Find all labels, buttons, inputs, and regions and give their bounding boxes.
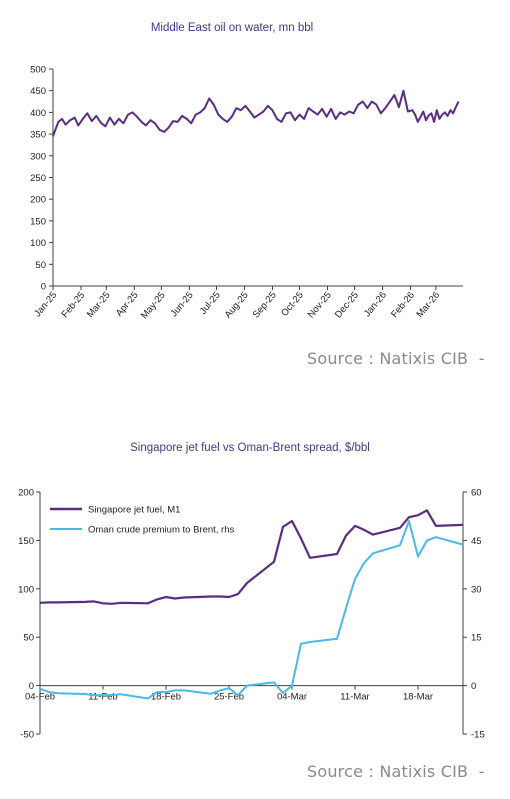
y2-tick-label: 30 — [471, 584, 482, 595]
x-tick-label: Oct-25 — [279, 290, 306, 319]
chart-title: Middle East oil on water, mn bbl — [151, 22, 313, 34]
x-tick-label: 04-Mar — [277, 692, 307, 703]
chart-title: Singapore jet fuel vs Oman-Brent spread,… — [130, 442, 370, 454]
y-tick-label: 100 — [18, 584, 34, 595]
plot-area — [39, 509, 464, 700]
legend: Singapore jet fuel, M1 Oman crude premium… — [50, 505, 234, 536]
y-tick-label: 300 — [30, 151, 46, 162]
series-line — [52, 89, 460, 137]
y2-tick-label: -15 — [471, 730, 485, 741]
y2-tick-label: 15 — [471, 633, 482, 644]
x-tick-label: Aug-25 — [223, 290, 251, 321]
legend-label: Singapore jet fuel, M1 — [88, 505, 180, 516]
x-tick-label: Sep-25 — [251, 290, 279, 321]
y-tick-label: 0 — [41, 282, 46, 293]
x-tick-label: Jan-26 — [362, 290, 389, 319]
x-tick-label: 25-Feb — [214, 692, 244, 703]
y-tick-label: 50 — [23, 633, 34, 644]
y-tick-label: 450 — [30, 86, 46, 97]
legend-label: Oman crude premium to Brent, rhs — [88, 525, 234, 536]
x-tick-label: 04-Feb — [25, 692, 55, 703]
series-line-oman-premium — [39, 520, 464, 700]
x-tick-label: Feb-26 — [389, 290, 417, 320]
x-tick-label: Mar-26 — [414, 290, 442, 320]
x-tick-label: Jan-25 — [32, 290, 59, 319]
y2-tick-label: 0 — [471, 681, 476, 692]
source-note: Source : Natixis CIB - — [307, 762, 485, 781]
y-tick-label: 350 — [30, 130, 46, 141]
x-tick-label: 18-Feb — [151, 692, 181, 703]
chart-oil-on-water: Middle East oil on water, mn bbl 0 50 100 1… — [30, 22, 463, 321]
y2-tick-label: 60 — [471, 488, 482, 499]
chart-jet-fuel-vs-oman-brent: Singapore jet fuel vs Oman-Brent spread,… — [18, 442, 485, 741]
source-note: Source : Natixis CIB - — [307, 349, 485, 368]
x-tick-label: 18-Mar — [403, 692, 433, 703]
y-tick-label: 200 — [30, 195, 46, 206]
x-tick-label: Nov-25 — [306, 290, 334, 321]
x-tick-label: 11-Mar — [340, 692, 369, 703]
y-tick-label: 500 — [30, 65, 46, 76]
x-tick-label: Apr-25 — [114, 290, 141, 319]
x-tick-label: Jun-25 — [169, 290, 196, 319]
y-tick-label: 150 — [18, 536, 34, 547]
y-tick-label: 100 — [30, 238, 46, 249]
y-tick-label: 150 — [30, 216, 46, 227]
plot-area — [52, 89, 460, 137]
y-tick-label: 0 — [29, 681, 34, 692]
x-tick-label: 11-Feb — [88, 692, 117, 703]
y2-tick-label: 45 — [471, 536, 482, 547]
x-tick-label: Jul-25 — [198, 290, 223, 317]
series-line-jet-fuel — [39, 509, 464, 605]
x-tick-label: Dec-25 — [333, 290, 361, 321]
y-tick-label: 400 — [30, 108, 46, 119]
x-tick-label: Mar-25 — [85, 290, 113, 320]
x-tick-label: May-25 — [139, 290, 168, 321]
y-tick-label: 200 — [18, 488, 34, 499]
y-tick-label: -50 — [20, 730, 34, 741]
y-tick-label: 50 — [35, 260, 46, 271]
x-tick-label: Feb-25 — [60, 290, 88, 320]
y-tick-label: 250 — [30, 173, 46, 184]
